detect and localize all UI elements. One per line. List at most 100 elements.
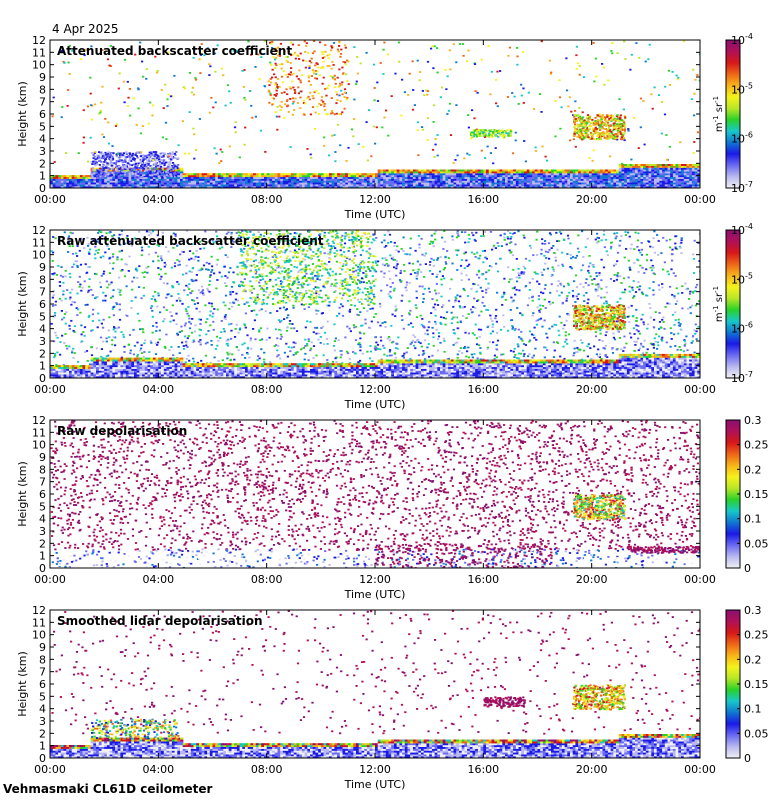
backscatter-boundary-pixel	[645, 167, 650, 170]
high-cloud-pixel	[346, 96, 349, 99]
backscatter-boundary-pixel	[589, 178, 593, 181]
raw-noise-pixel	[354, 339, 358, 341]
raw-noise-pixel	[186, 337, 189, 340]
backscatter-boundary-pixel	[423, 176, 428, 179]
backscatter-boundary-pixel	[228, 180, 233, 183]
raw-noise-pixel	[241, 230, 244, 233]
cloud-layer-pixel	[509, 128, 512, 131]
sparse-pixel	[433, 45, 436, 48]
backscatter-boundary-pixel	[610, 171, 614, 174]
raw-noise-pixel	[531, 356, 534, 359]
sparse-pixel	[540, 111, 543, 113]
backscatter-boundary-pixel	[578, 169, 582, 172]
backscatter-boundary-pixel	[635, 180, 639, 183]
aerosol-pixel	[97, 156, 101, 159]
raw-noise-pixel	[60, 266, 63, 268]
backscatter-boundary-pixel	[426, 175, 430, 178]
backscatter-boundary-pixel	[578, 178, 582, 181]
high-cloud-pixel	[336, 93, 339, 96]
backscatter-boundary-pixel	[599, 186, 604, 188]
high-cloud-pixel	[275, 57, 278, 59]
sparse-pixel	[250, 104, 253, 107]
raw-noise-pixel	[73, 331, 76, 333]
backscatter-boundary-pixel	[513, 173, 517, 176]
raw-noise-pixel	[601, 340, 604, 342]
backscatter-boundary-pixel	[277, 180, 281, 183]
cloud-layer-pixel	[491, 136, 494, 138]
backscatter-boundary-pixel	[648, 186, 652, 188]
backscatter-boundary-pixel	[526, 182, 531, 185]
backscatter-boundary-pixel	[353, 173, 357, 176]
backscatter-boundary-pixel	[345, 176, 349, 179]
backscatter-boundary-pixel	[440, 169, 444, 172]
y-tick-label: 1	[39, 170, 46, 183]
raw-noise-pixel	[694, 332, 697, 335]
backscatter-boundary-pixel	[391, 176, 395, 179]
backscatter-boundary-pixel	[264, 173, 268, 176]
cloud-layer-pixel	[615, 115, 618, 118]
aerosol-pixel	[174, 167, 177, 170]
cloud-layer-pixel	[614, 135, 617, 138]
sparse-pixel	[89, 92, 92, 95]
backscatter-boundary-pixel	[613, 176, 617, 179]
aerosol-pixel	[96, 163, 99, 166]
backscatter-boundary-pixel	[515, 173, 520, 176]
backscatter-boundary-pixel	[678, 167, 682, 170]
backscatter-boundary-pixel	[128, 180, 132, 183]
backscatter-boundary-pixel	[659, 169, 663, 172]
backscatter-boundary-pixel	[599, 171, 604, 174]
backscatter-boundary-pixel	[578, 175, 582, 178]
sparse-pixel	[448, 102, 452, 105]
backscatter-boundary-pixel	[388, 178, 392, 181]
sparse-pixel	[199, 54, 202, 56]
backscatter-boundary-pixel	[242, 184, 246, 187]
backscatter-boundary-pixel	[683, 176, 688, 179]
raw-noise-pixel	[428, 321, 431, 323]
aerosol-pixel	[118, 152, 121, 155]
backscatter-boundary-pixel	[136, 184, 141, 187]
raw-noise-pixel	[369, 308, 372, 310]
backscatter-boundary-pixel	[486, 169, 490, 172]
cloud-layer-pixel	[572, 138, 575, 141]
backscatter-boundary-pixel	[383, 169, 387, 172]
backscatter-boundary-pixel	[602, 184, 606, 187]
aerosol-pixel	[94, 164, 97, 167]
backscatter-boundary-pixel	[85, 178, 89, 181]
aerosol-pixel	[94, 156, 97, 159]
backscatter-boundary-pixel	[50, 182, 54, 185]
backscatter-boundary-pixel	[575, 173, 579, 176]
backscatter-boundary-pixel	[442, 186, 447, 188]
backscatter-boundary-pixel	[597, 182, 601, 185]
high-cloud-pixel	[293, 89, 296, 91]
sparse-pixel	[610, 50, 613, 52]
backscatter-boundary-pixel	[450, 186, 455, 188]
sparse-pixel	[603, 83, 606, 86]
backscatter-boundary-pixel	[399, 180, 403, 183]
backscatter-boundary-pixel	[480, 182, 484, 185]
sparse-pixel	[643, 143, 646, 146]
raw-noise-pixel	[489, 332, 492, 335]
backscatter-boundary-pixel	[209, 186, 214, 188]
backscatter-boundary-pixel	[640, 186, 644, 188]
backscatter-boundary-pixel	[578, 182, 582, 185]
aerosol-pixel	[131, 154, 134, 157]
high-cloud-pixel	[317, 112, 321, 115]
backscatter-boundary-pixel	[234, 176, 238, 179]
raw-noise-pixel	[210, 271, 213, 273]
backscatter-boundary-pixel	[556, 180, 560, 183]
backscatter-boundary-pixel	[637, 186, 642, 188]
y-tick-label: 12	[32, 34, 46, 47]
backscatter-boundary-pixel	[274, 184, 279, 187]
cloud-layer-pixel	[577, 114, 580, 116]
backscatter-boundary-pixel	[570, 184, 574, 187]
raw-noise-pixel	[224, 275, 227, 277]
cloud-layer-pixel	[576, 132, 579, 134]
cloud-layer-pixel	[621, 133, 624, 136]
raw-noise-pixel	[71, 350, 74, 352]
backscatter-boundary-pixel	[545, 175, 549, 178]
sparse-pixel	[222, 74, 225, 77]
backscatter-boundary-pixel	[583, 184, 587, 187]
backscatter-boundary-pixel	[207, 186, 211, 188]
aerosol-pixel	[122, 168, 126, 171]
backscatter-boundary-pixel	[626, 167, 631, 170]
